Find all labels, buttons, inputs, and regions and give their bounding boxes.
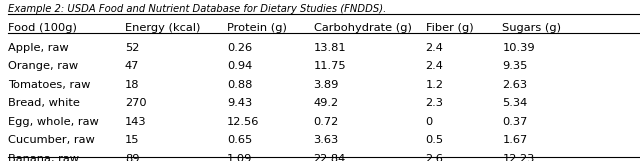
Text: Bread, white: Bread, white bbox=[8, 98, 79, 108]
Text: 9.43: 9.43 bbox=[227, 98, 252, 108]
Text: Tomatoes, raw: Tomatoes, raw bbox=[8, 80, 90, 90]
Text: 18: 18 bbox=[125, 80, 140, 90]
Text: 2.63: 2.63 bbox=[502, 80, 527, 90]
Text: 270: 270 bbox=[125, 98, 147, 108]
Text: 49.2: 49.2 bbox=[314, 98, 339, 108]
Text: 0.94: 0.94 bbox=[227, 61, 252, 71]
Text: 0.88: 0.88 bbox=[227, 80, 253, 90]
Text: Fiber (g): Fiber (g) bbox=[426, 23, 473, 33]
Text: 10.39: 10.39 bbox=[502, 43, 535, 53]
Text: Cucumber, raw: Cucumber, raw bbox=[8, 135, 95, 145]
Text: 52: 52 bbox=[125, 43, 139, 53]
Text: 9.35: 9.35 bbox=[502, 61, 528, 71]
Text: Protein (g): Protein (g) bbox=[227, 23, 287, 33]
Text: Carbohydrate (g): Carbohydrate (g) bbox=[314, 23, 412, 33]
Text: 1.09: 1.09 bbox=[227, 154, 253, 161]
Text: 0.72: 0.72 bbox=[314, 117, 339, 127]
Text: 0.26: 0.26 bbox=[227, 43, 252, 53]
Text: Energy (kcal): Energy (kcal) bbox=[125, 23, 200, 33]
Text: Banana, raw: Banana, raw bbox=[8, 154, 79, 161]
Text: 1.67: 1.67 bbox=[502, 135, 527, 145]
Text: 11.75: 11.75 bbox=[314, 61, 346, 71]
Text: 1.2: 1.2 bbox=[426, 80, 444, 90]
Text: 3.63: 3.63 bbox=[314, 135, 339, 145]
Text: Example 2: USDA Food and Nutrient Database for Dietary Studies (FNDDS).: Example 2: USDA Food and Nutrient Databa… bbox=[8, 4, 386, 14]
Text: 2.4: 2.4 bbox=[426, 61, 444, 71]
Text: 143: 143 bbox=[125, 117, 147, 127]
Text: 2.4: 2.4 bbox=[426, 43, 444, 53]
Text: 22.84: 22.84 bbox=[314, 154, 346, 161]
Text: Food (100g): Food (100g) bbox=[8, 23, 77, 33]
Text: 3.89: 3.89 bbox=[314, 80, 339, 90]
Text: 2.6: 2.6 bbox=[426, 154, 444, 161]
Text: 89: 89 bbox=[125, 154, 140, 161]
Text: Sugars (g): Sugars (g) bbox=[502, 23, 561, 33]
Text: 5.34: 5.34 bbox=[502, 98, 527, 108]
Text: 12.23: 12.23 bbox=[502, 154, 535, 161]
Text: 0: 0 bbox=[426, 117, 433, 127]
Text: Orange, raw: Orange, raw bbox=[8, 61, 78, 71]
Text: Apple, raw: Apple, raw bbox=[8, 43, 68, 53]
Text: 47: 47 bbox=[125, 61, 139, 71]
Text: 0.5: 0.5 bbox=[426, 135, 444, 145]
Text: 12.56: 12.56 bbox=[227, 117, 260, 127]
Text: 0.65: 0.65 bbox=[227, 135, 252, 145]
Text: Egg, whole, raw: Egg, whole, raw bbox=[8, 117, 99, 127]
Text: 2.3: 2.3 bbox=[426, 98, 444, 108]
Text: 15: 15 bbox=[125, 135, 140, 145]
Text: 13.81: 13.81 bbox=[314, 43, 346, 53]
Text: 0.37: 0.37 bbox=[502, 117, 528, 127]
